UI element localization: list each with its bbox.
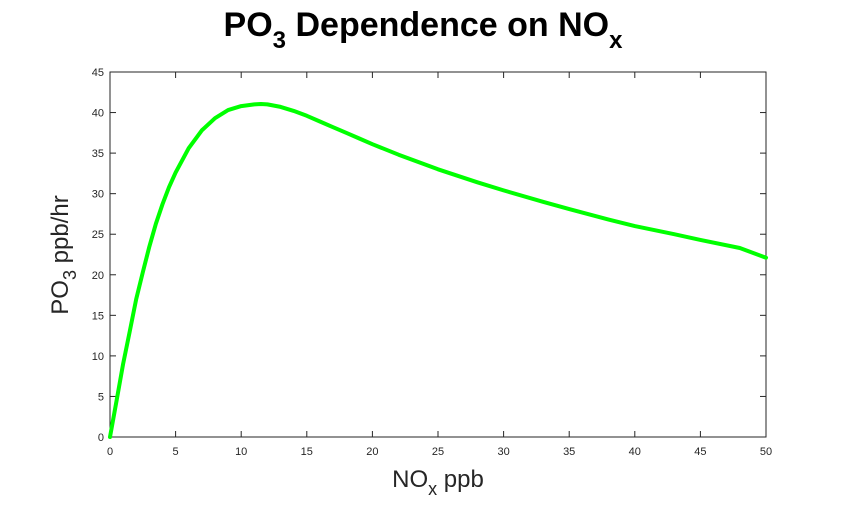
plot-area [109, 71, 767, 438]
x-tick-label: 5 [173, 446, 179, 458]
x-axis-label: NOx ppb [392, 466, 484, 499]
y-tick-label: 35 [92, 148, 104, 160]
x-tick-label: 40 [629, 446, 641, 458]
y-tick-label: 25 [92, 229, 104, 241]
y-axis-label: PO3 ppb/hr [47, 195, 80, 315]
y-tick-label: 0 [98, 432, 104, 444]
y-tick-label: 40 [92, 108, 104, 120]
x-tick-label: 15 [301, 446, 313, 458]
x-tick-label: 35 [563, 446, 575, 458]
y-tick-label: 30 [92, 189, 104, 201]
y-tick-label: 15 [92, 310, 104, 322]
x-tick-label: 25 [432, 446, 444, 458]
chart-title: PO3 Dependence on NOx [223, 6, 623, 54]
series-line-0 [108, 102, 768, 439]
x-tick-label: 50 [760, 446, 772, 458]
y-tick-label: 45 [92, 67, 104, 79]
x-tick-label: 10 [235, 446, 247, 458]
x-tick-label: 30 [497, 446, 509, 458]
x-tick-label: 20 [366, 446, 378, 458]
y-tick-label: 20 [92, 270, 104, 282]
y-tick-label: 5 [98, 391, 104, 403]
y-tick-label: 10 [92, 351, 104, 363]
x-tick-label: 0 [107, 446, 113, 458]
x-tick-label: 45 [694, 446, 706, 458]
